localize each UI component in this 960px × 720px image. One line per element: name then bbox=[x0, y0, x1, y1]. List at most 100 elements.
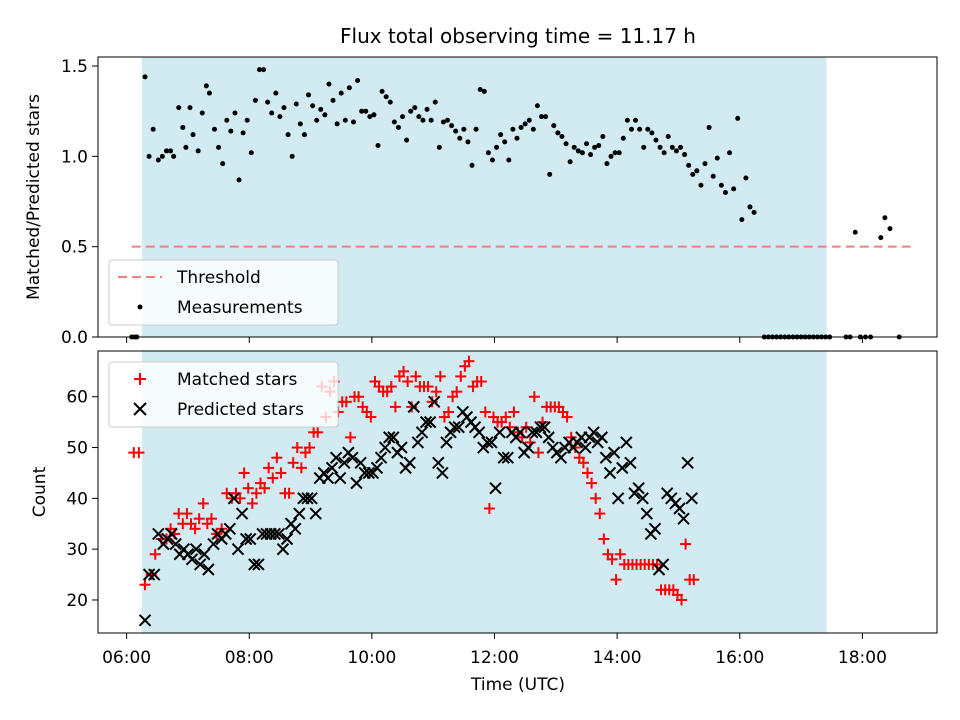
predicted-point-b bbox=[648, 522, 662, 536]
legend-measurements-label: Measurements bbox=[177, 298, 303, 318]
predicted-point-b bbox=[685, 492, 698, 505]
measurement-point bbox=[322, 112, 328, 118]
predicted-point bbox=[636, 492, 649, 505]
predicted-point bbox=[147, 568, 161, 581]
predicted-point-b bbox=[252, 558, 265, 571]
predicted-point bbox=[648, 522, 662, 536]
matched-point bbox=[561, 411, 573, 423]
chart-title: Flux total observing time = 11.17 h bbox=[340, 24, 696, 48]
predicted-point bbox=[489, 481, 502, 495]
matched-point bbox=[304, 442, 316, 454]
measurement-point bbox=[583, 141, 589, 147]
measurement-point bbox=[180, 124, 186, 130]
matched-point bbox=[246, 497, 258, 509]
predicted-point bbox=[673, 502, 686, 515]
y-tick-label: 0.0 bbox=[61, 328, 88, 348]
measurement-point bbox=[176, 105, 182, 111]
measurement-point bbox=[306, 92, 312, 98]
matched-point bbox=[598, 533, 610, 545]
measurement-point bbox=[277, 114, 283, 120]
measurement-point bbox=[677, 144, 683, 150]
measurement-point bbox=[338, 90, 344, 96]
predicted-point-b bbox=[165, 527, 178, 541]
measurement-point bbox=[469, 162, 475, 168]
predicted-point-b bbox=[362, 466, 376, 480]
matched-point bbox=[193, 513, 205, 525]
predicted-point bbox=[620, 436, 633, 449]
matched-point bbox=[221, 487, 233, 499]
measurement-point bbox=[686, 162, 692, 168]
predicted-point bbox=[677, 512, 690, 525]
predicted-point-b bbox=[448, 421, 461, 434]
predicted-point bbox=[395, 441, 408, 454]
measurement-point bbox=[616, 150, 622, 156]
measurement-point bbox=[261, 67, 267, 73]
y-tick-label: 1.0 bbox=[61, 147, 88, 167]
measurement-point bbox=[612, 150, 618, 156]
predicted-point bbox=[193, 558, 207, 571]
predicted-point-b bbox=[189, 542, 203, 556]
measurement-point bbox=[477, 87, 483, 93]
predicted-point-b bbox=[207, 537, 220, 551]
predicted-point-b bbox=[138, 614, 152, 627]
measurement-point bbox=[878, 235, 884, 241]
measurement-point bbox=[702, 161, 708, 167]
measurement-point bbox=[604, 161, 610, 167]
measurement-point bbox=[600, 133, 606, 139]
predicted-point bbox=[272, 527, 286, 541]
predicted-point-b bbox=[227, 492, 241, 505]
matched-point bbox=[688, 574, 700, 586]
measurement-point bbox=[391, 119, 397, 125]
predicted-point bbox=[293, 507, 306, 520]
matched-point bbox=[586, 477, 598, 489]
predicted-point-b bbox=[147, 568, 161, 581]
measurement-point bbox=[473, 126, 479, 132]
predicted-point-b bbox=[403, 456, 416, 469]
measurement-point bbox=[211, 126, 217, 132]
measurement-point bbox=[551, 123, 557, 129]
predicted-point bbox=[436, 466, 449, 480]
measurement-point bbox=[367, 114, 373, 120]
bottom-legend: Matched stars Predicted stars bbox=[108, 361, 339, 428]
matched-point bbox=[422, 381, 434, 393]
measurement-point bbox=[633, 117, 639, 123]
predicted-point bbox=[407, 400, 420, 414]
predicted-point-b bbox=[538, 421, 551, 434]
predicted-point-b bbox=[632, 481, 645, 495]
measurement-point bbox=[171, 153, 177, 159]
predicted-point-b bbox=[248, 558, 261, 571]
measurement-point bbox=[269, 110, 275, 116]
predicted-point bbox=[497, 451, 510, 464]
predicted-point-b bbox=[603, 466, 617, 480]
measurement-point bbox=[563, 141, 569, 147]
measurement-point bbox=[273, 90, 279, 96]
measurement-point bbox=[163, 148, 169, 154]
measurement-point bbox=[485, 150, 491, 156]
predicted-point bbox=[681, 456, 694, 469]
predicted-point-b bbox=[395, 441, 408, 454]
x-axis-label: Time (UTC) bbox=[470, 675, 565, 695]
matched-point bbox=[250, 487, 262, 499]
predicted-point bbox=[276, 542, 290, 556]
y-tick-label: 1.5 bbox=[61, 57, 88, 77]
predicted-point-b bbox=[620, 436, 633, 449]
predicted-point-b bbox=[289, 522, 302, 536]
predicted-point bbox=[595, 431, 609, 444]
predicted-point-b bbox=[268, 527, 282, 541]
measurement-point bbox=[731, 186, 737, 192]
measurement-point bbox=[195, 148, 201, 154]
measurement-point bbox=[457, 135, 463, 141]
predicted-point bbox=[374, 451, 388, 464]
matched-point bbox=[259, 482, 271, 494]
predicted-point bbox=[513, 426, 527, 439]
matched-point bbox=[389, 401, 401, 413]
predicted-point bbox=[338, 456, 351, 469]
measurement-point bbox=[657, 144, 663, 150]
measurement-point bbox=[628, 126, 634, 132]
measurement-point bbox=[168, 148, 174, 154]
measurement-point bbox=[624, 117, 630, 123]
measurement-point bbox=[649, 130, 655, 136]
measurement-point bbox=[310, 103, 316, 109]
measurement-point bbox=[665, 133, 671, 139]
measurement-point bbox=[256, 67, 262, 73]
